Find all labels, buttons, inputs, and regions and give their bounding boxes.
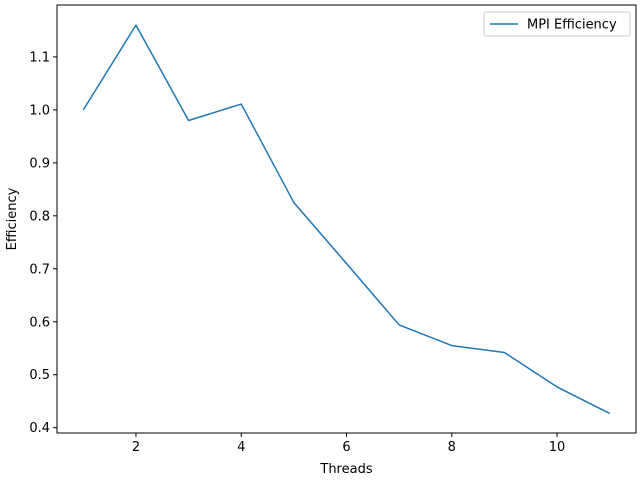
y-tick-label: 0.8 xyxy=(29,209,50,224)
y-tick-label: 0.6 xyxy=(29,315,50,330)
x-tick-label: 2 xyxy=(132,440,140,455)
legend-box xyxy=(483,11,631,37)
legend: MPI Efficiency xyxy=(483,11,631,37)
y-axis-ticks: 0.4 0.5 0.6 0.7 0.8 0.9 1.0 1.1 xyxy=(29,50,57,436)
x-axis-label: Threads xyxy=(319,462,372,477)
y-tick-label: 0.5 xyxy=(29,368,50,383)
series-layer xyxy=(82,24,611,415)
x-tick-label: 8 xyxy=(448,440,456,455)
y-tick-label: 1.1 xyxy=(29,50,50,65)
y-tick-label: 0.9 xyxy=(29,156,50,171)
y-axis-label: Efficiency xyxy=(5,187,20,250)
x-tick-label: 6 xyxy=(342,440,350,455)
x-tick-label: 10 xyxy=(549,440,566,455)
legend-entry-mpi-efficiency: MPI Efficiency xyxy=(527,18,617,33)
y-tick-label: 1.0 xyxy=(29,103,50,118)
x-tick-label: 4 xyxy=(237,440,245,455)
x-axis-ticks: 2 4 6 8 10 xyxy=(132,433,566,455)
series-line-mpi-efficiency xyxy=(82,24,611,415)
y-tick-label: 0.4 xyxy=(29,421,50,436)
y-tick-label: 0.7 xyxy=(29,262,50,277)
